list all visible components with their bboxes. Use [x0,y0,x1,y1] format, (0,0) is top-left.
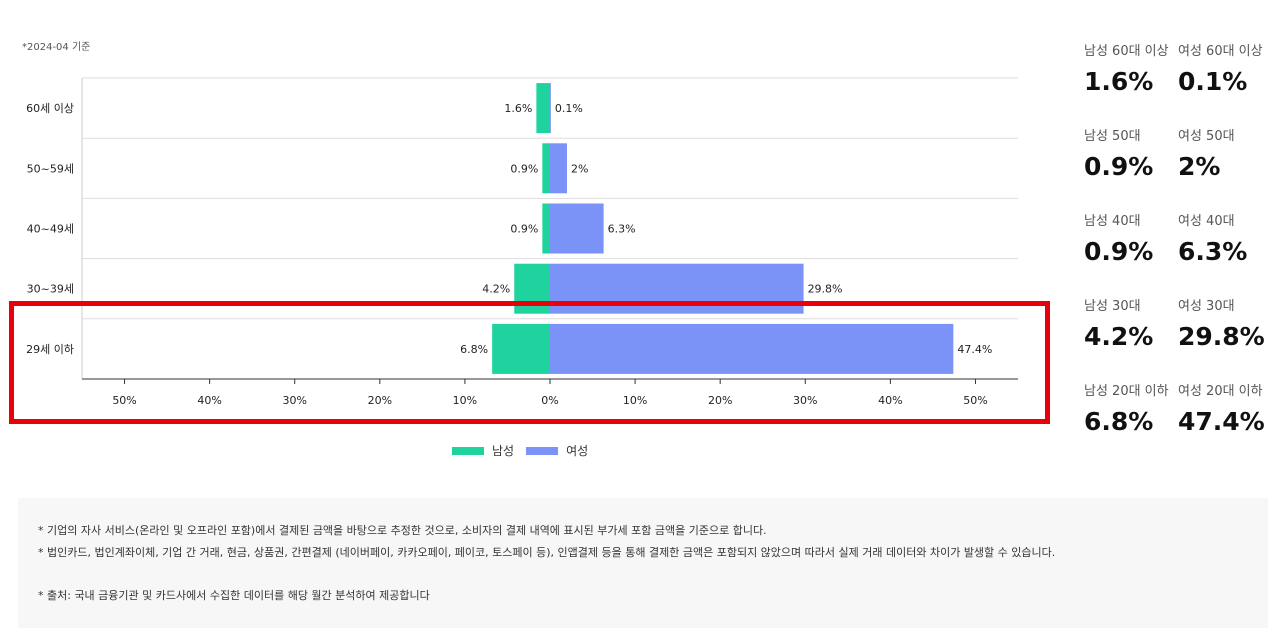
summary-cell-male: 남성 50대 0.9% [1084,125,1178,210]
y-tick-label: 50~59세 [27,162,74,175]
x-tick-label: 30% [283,394,307,407]
y-tick-label: 40~49세 [27,223,74,236]
bar-male [492,323,550,374]
summary-row: 남성 60대 이상 1.6% 여성 60대 이상 0.1% [1084,40,1280,125]
legend-label-female: 여성 [566,444,589,458]
summary-label: 남성 50대 [1084,129,1141,144]
bar-male [542,203,550,254]
footnotes-panel: * 기업의 자사 서비스(온라인 및 오프라인 포함)에서 결제된 금액을 바탕… [18,498,1268,628]
data-label-female: 29.8% [808,283,843,296]
x-tick-label: 10% [453,394,477,407]
footnote-source: * 출처: 국내 금융기관 및 카드사에서 수집한 데이터를 해당 월간 분석하… [38,589,430,602]
x-tick-label: 50% [112,394,136,407]
summary-value: 2% [1178,152,1221,181]
summary-cell-male: 남성 30대 4.2% [1084,295,1178,380]
bar-male [514,263,550,314]
x-tick-label: 20% [708,394,732,407]
summary-cell-female: 여성 30대 29.8% [1178,295,1272,380]
legend-swatch-male [452,446,484,455]
x-tick-label: 10% [623,394,647,407]
bar-female [550,203,604,254]
summary-label: 여성 30대 [1178,299,1235,314]
summary-cell-female: 여성 40대 6.3% [1178,210,1272,295]
y-tick-label: 29세 이하 [26,342,74,356]
summary-value: 47.4% [1178,407,1265,436]
summary-row: 남성 50대 0.9% 여성 50대 2% [1084,125,1280,210]
x-tick-label: 50% [963,394,987,407]
summary-cell-female: 여성 60대 이상 0.1% [1178,40,1272,125]
data-label-male: 1.6% [504,102,532,115]
summary-cell-male: 남성 60대 이상 1.6% [1084,40,1178,125]
summary-cell-male: 남성 40대 0.9% [1084,210,1178,295]
summary-value: 29.8% [1178,322,1265,351]
summary-label: 여성 60대 이상 [1178,44,1263,59]
age-gender-bar-chart: 60세 이상 1.6% 0.1% 50~59세 0.9% 2% 40~49세 0.9% 6.3%… [26,77,1018,407]
footnote-line: * 기업의 자사 서비스(온라인 및 오프라인 포함)에서 결제된 금액을 바탕… [38,524,767,537]
data-label-male: 6.8% [460,343,488,356]
summary-label: 남성 30대 [1084,299,1141,314]
summary-cell-female: 여성 20대 이하 47.4% [1178,380,1272,465]
x-tick-label: 30% [793,394,817,407]
bar-female [550,263,804,314]
x-tick-label: 40% [878,394,902,407]
x-tick-label: 0% [541,394,558,407]
summary-label: 여성 50대 [1178,129,1235,144]
summary-cell-female: 여성 50대 2% [1178,125,1272,210]
x-tick-label: 20% [368,394,392,407]
data-label-male: 0.9% [510,162,538,175]
data-label-female: 47.4% [957,343,992,356]
x-tick-label: 40% [197,394,221,407]
y-tick-label: 30~39세 [27,283,74,296]
summary-value: 0.9% [1084,237,1154,266]
y-tick-label: 60세 이상 [26,102,74,115]
data-label-female: 6.3% [608,223,636,236]
summary-label: 남성 20대 이하 [1084,384,1169,399]
summary-row: 남성 40대 0.9% 여성 40대 6.3% [1084,210,1280,295]
summary-value: 0.9% [1084,152,1154,181]
summary-label: 남성 60대 이상 [1084,44,1169,59]
data-label-male: 0.9% [510,223,538,236]
summary-value: 6.8% [1084,407,1154,436]
legend-swatch-female [526,446,559,455]
summary-row: 남성 20대 이하 6.8% 여성 20대 이하 47.4% [1084,380,1280,465]
data-label-female: 0.1% [555,102,583,115]
legend-item-male[interactable]: 남성 [452,442,514,459]
summary-label: 여성 20대 이하 [1178,384,1263,399]
legend-label-male: 남성 [492,444,515,458]
summary-label: 남성 40대 [1084,214,1141,229]
summary-value: 6.3% [1178,237,1248,266]
data-label-female: 2% [571,162,588,175]
summary-label: 여성 40대 [1178,214,1235,229]
bar-male [542,143,550,194]
summary-panel: 남성 60대 이상 1.6% 여성 60대 이상 0.1% 남성 50대 0.9… [1084,40,1280,465]
summary-value: 0.1% [1178,67,1248,96]
footnote-line: * 법인카드, 법인계좌이체, 기업 간 거래, 현금, 상품권, 간편결제 (… [38,546,1056,559]
bar-female [550,323,954,374]
data-label-male: 4.2% [482,283,510,296]
summary-row: 남성 30대 4.2% 여성 30대 29.8% [1084,295,1280,380]
bar-female [550,143,568,194]
summary-value: 4.2% [1084,322,1154,351]
bar-male [536,83,550,134]
legend-item-female[interactable]: 여성 [526,442,588,459]
summary-cell-male: 남성 20대 이하 6.8% [1084,380,1178,465]
basis-date-note: *2024-04 기준 [22,42,91,53]
summary-value: 1.6% [1084,67,1154,96]
chart-legend[interactable]: 남성 여성 [452,442,588,459]
bar-female [550,83,551,134]
